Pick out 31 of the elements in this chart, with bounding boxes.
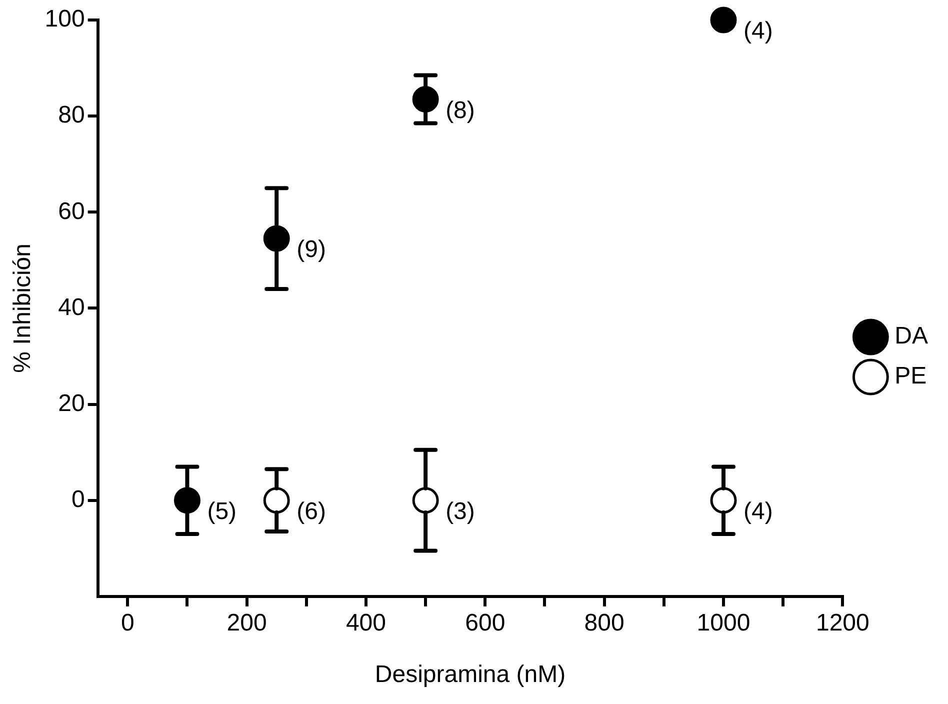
- legend-label: PE: [894, 362, 927, 390]
- y-tick-label: 100: [44, 6, 85, 33]
- point: [263, 487, 290, 514]
- annotation: (4): [743, 18, 773, 45]
- point: [710, 487, 737, 514]
- annotation: (3): [446, 498, 475, 525]
- point: [710, 6, 737, 34]
- legend-label: DA: [894, 322, 928, 350]
- x-tick-label: 200: [226, 609, 267, 636]
- x-axis-title: Desipramina (nM): [374, 661, 566, 688]
- x-tick-label: 400: [346, 609, 386, 636]
- y-tick-label: 60: [58, 198, 85, 225]
- annotation: (6): [296, 498, 326, 525]
- y-tick-label: 20: [58, 390, 85, 417]
- point: [412, 86, 439, 113]
- y-tick-label: 0: [71, 486, 85, 513]
- annotation: (8): [446, 96, 475, 124]
- x-tick-label: 0: [120, 609, 134, 636]
- point: [412, 487, 439, 514]
- y-tick-label: 80: [58, 102, 85, 129]
- x-tick-label: 1200: [816, 609, 870, 636]
- y-axis-title: % Inhibición: [9, 243, 36, 373]
- x-tick-label: 1000: [696, 609, 750, 636]
- point: [174, 487, 200, 514]
- y-tick-label: 40: [58, 294, 85, 321]
- annotation: (4): [743, 498, 773, 525]
- x-tick-label: 600: [465, 609, 506, 636]
- annotation: (9): [296, 236, 326, 264]
- x-tick-label: 800: [584, 609, 624, 636]
- annotation: (5): [207, 498, 237, 525]
- point: [263, 225, 290, 252]
